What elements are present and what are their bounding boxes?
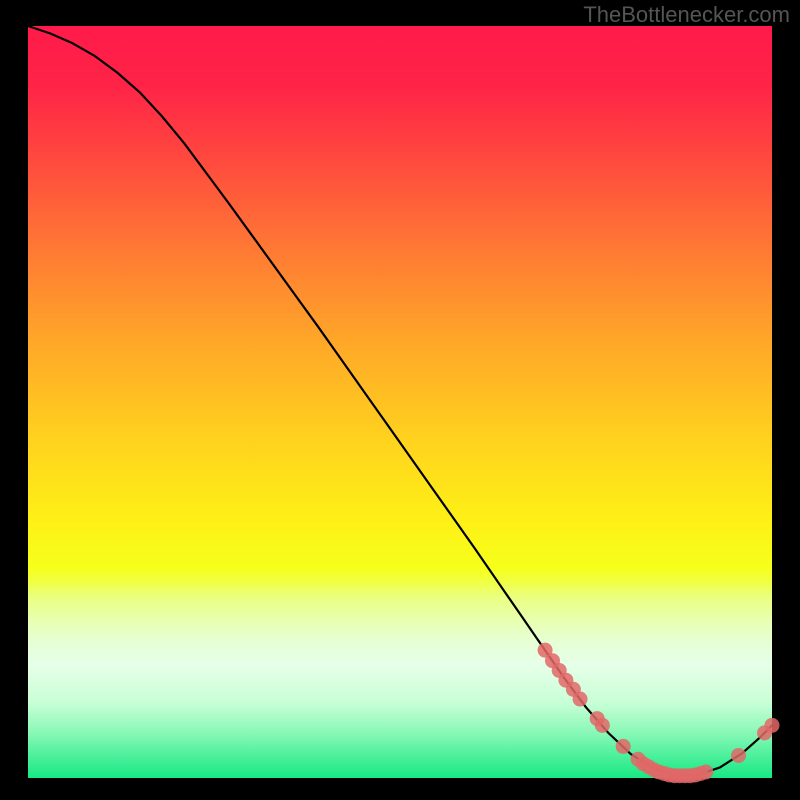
data-point bbox=[595, 718, 610, 733]
data-point bbox=[698, 764, 713, 779]
data-point bbox=[765, 718, 780, 733]
bottleneck-curve-chart bbox=[0, 0, 800, 800]
data-point bbox=[731, 748, 746, 763]
chart-stage: TheBottlenecker.com bbox=[0, 0, 800, 800]
gradient-background bbox=[28, 26, 772, 778]
data-point bbox=[573, 692, 588, 707]
data-point bbox=[616, 739, 631, 754]
watermark-text: TheBottlenecker.com bbox=[583, 2, 790, 28]
